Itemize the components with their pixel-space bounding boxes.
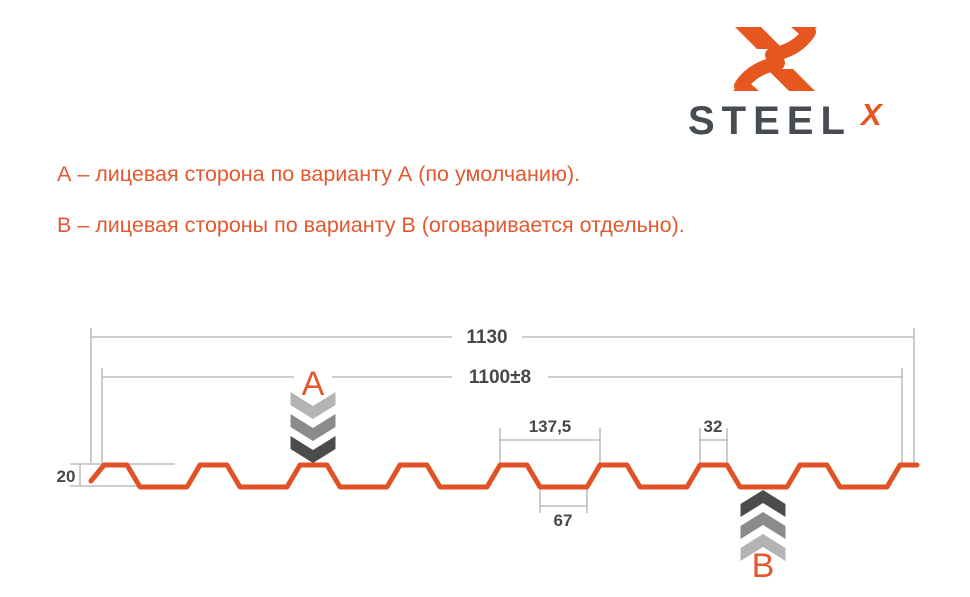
dim-bottom-label: 67 — [554, 511, 573, 530]
logo-arm-top-right-corner — [791, 27, 817, 39]
logo-arm-bottom-left-corner — [733, 79, 759, 91]
dim-working-label: 1100±8 — [469, 367, 531, 388]
marker-a-label: A — [302, 365, 325, 403]
marker-b-chevron-1 — [740, 490, 786, 517]
logo-x-mark: X — [861, 97, 882, 132]
profile-cross-section-diagram: 1130 1100±8 20 137,5 32 67 A B — [57, 327, 920, 585]
note-variant-b: В – лицевая стороны по варианту В (огова… — [57, 213, 685, 237]
note-variant-a: А – лицевая сторона по варианту А (по ум… — [57, 162, 581, 186]
marker-a-backplate — [294, 360, 332, 398]
dim-total-label: 1130 — [466, 327, 507, 348]
dim-ribtop-label: 32 — [704, 417, 723, 436]
marker-a-chevron-3 — [290, 436, 336, 463]
dim-height-label: 20 — [57, 467, 76, 486]
marker-b-chevron-3 — [740, 534, 786, 561]
profile-outline — [88, 462, 920, 490]
steelx-logo-icon — [733, 27, 817, 91]
logo-wordmark: STEEL — [688, 99, 852, 143]
marker-a-chevron-2 — [290, 414, 336, 441]
marker-a-chevron-1 — [290, 392, 336, 419]
dim-pitch-label: 137,5 — [529, 417, 572, 436]
marker-b-label: B — [752, 547, 775, 585]
logo-arm-top-left — [735, 27, 783, 49]
logo-arm-bottom-right — [767, 69, 815, 91]
marker-b-chevron-2 — [740, 512, 786, 539]
